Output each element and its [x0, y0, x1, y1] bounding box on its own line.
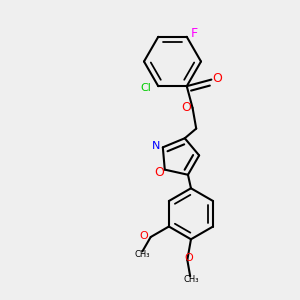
Text: F: F: [191, 27, 198, 40]
Text: CH₃: CH₃: [184, 275, 200, 284]
Text: O: O: [212, 73, 222, 85]
Text: O: O: [181, 101, 191, 114]
Text: Cl: Cl: [141, 83, 152, 93]
Text: O: O: [139, 231, 148, 241]
Text: O: O: [184, 254, 193, 263]
Text: CH₃: CH₃: [135, 250, 150, 260]
Text: O: O: [154, 166, 164, 179]
Text: N: N: [152, 141, 160, 151]
